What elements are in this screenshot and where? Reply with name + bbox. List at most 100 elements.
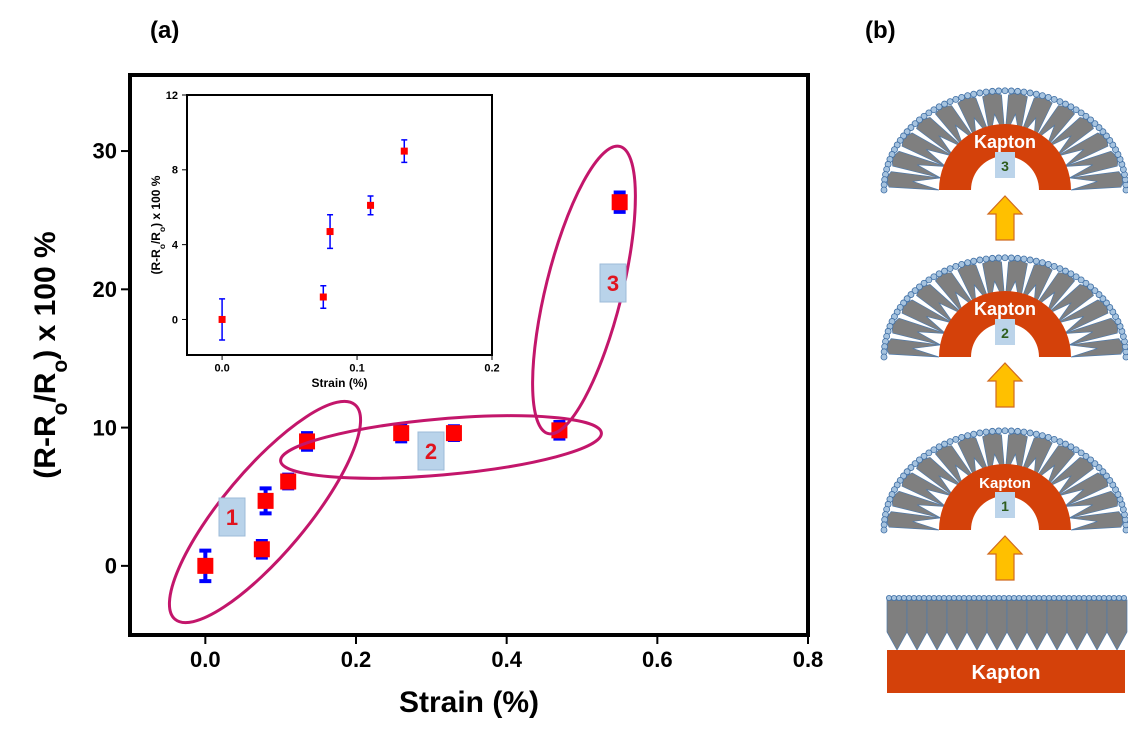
panel-label: (a) [150, 17, 179, 44]
diagram: Kapton 3 Kapton 2 Kapton 1 Kapton [880, 87, 1128, 693]
material-label: Kapton [974, 132, 1036, 152]
y-tick-label: 12 [166, 90, 178, 102]
coating-dot [920, 452, 928, 460]
coating-dot [1095, 464, 1103, 471]
coating-dot [976, 256, 984, 264]
coating-dot [1001, 254, 1009, 262]
coating-dot [911, 460, 919, 468]
particle [891, 490, 946, 519]
particle [1045, 284, 1094, 324]
y-tick-label: 10 [93, 415, 117, 440]
coating-dot [1007, 427, 1015, 435]
marker [367, 201, 375, 209]
y-tick-label: 20 [93, 277, 117, 302]
coating-dot [1011, 595, 1018, 602]
coating-dot [1001, 595, 1008, 602]
y-tick-label: 0 [105, 554, 117, 579]
particle [1004, 258, 1028, 305]
y-axis-label-part: /R [29, 372, 62, 402]
coating-dot [925, 109, 933, 117]
coating-dot [952, 435, 960, 443]
particle [934, 445, 977, 488]
coating-dot [935, 443, 943, 451]
substrate-arc [939, 464, 1071, 530]
coating-dot [1109, 308, 1117, 316]
coating-dot [1091, 287, 1099, 295]
coating-dot [1077, 109, 1085, 117]
particle [901, 472, 954, 507]
coating-dot [991, 595, 998, 602]
particle [1033, 445, 1076, 488]
coating-dot [1007, 254, 1015, 262]
coating-dot [926, 595, 933, 602]
particle [916, 117, 965, 157]
coating-dot [946, 98, 954, 105]
coating-dot [958, 93, 966, 101]
coating-dot [930, 106, 938, 114]
coating-dot [941, 440, 948, 448]
coating-dot [988, 427, 996, 435]
material-label: Kapton [979, 475, 1031, 492]
coating-dot [1067, 270, 1075, 278]
coating-dot [1036, 595, 1043, 602]
coating-dot [970, 257, 978, 265]
coating-dot [981, 595, 988, 602]
stage-box [995, 319, 1015, 345]
x-tick-label: 0.0 [214, 363, 229, 375]
coating-dot [1106, 303, 1114, 311]
particle [1069, 171, 1125, 191]
annotations: 1 2 3 [167, 144, 637, 625]
coating-dot [1087, 456, 1094, 464]
annotation-label: 1 [226, 505, 238, 530]
coating-dot [1091, 595, 1098, 602]
y-axis-label-part: (R-R [29, 415, 62, 479]
coating-dot [1032, 257, 1040, 265]
coating-dot [1032, 430, 1040, 438]
coating-dot [916, 456, 923, 464]
coating-dot [946, 595, 953, 602]
coating-dot [1020, 428, 1028, 436]
coating-dot [1061, 595, 1068, 602]
coating-dot [901, 595, 908, 602]
coating-dot [1062, 267, 1069, 275]
y-axis-label-part: (R-R [149, 249, 163, 275]
coating-dot [1026, 89, 1034, 97]
marker [319, 293, 327, 301]
coating-dot [966, 595, 973, 602]
marker [218, 315, 226, 323]
marker [197, 557, 214, 574]
marker [611, 194, 628, 211]
particle [982, 91, 1006, 138]
coating-dot [886, 595, 893, 602]
particle [901, 299, 954, 334]
coating-dot [1106, 136, 1114, 144]
panel-label: (b) [865, 17, 896, 44]
coating-dot [941, 267, 948, 275]
coating-dot [930, 446, 938, 454]
marker [400, 147, 408, 155]
coating-dot [1091, 120, 1099, 128]
particle [1004, 91, 1028, 138]
coating-dot [1038, 259, 1046, 267]
coating-dot [1095, 124, 1103, 131]
particle [1064, 150, 1119, 179]
x-tick-label: 0.8 [793, 647, 824, 672]
coating-dot [1014, 87, 1022, 95]
coating-dot [995, 427, 1003, 435]
y-axis-label-part: o [157, 227, 167, 232]
coating-dot [907, 291, 915, 298]
coating-dot [946, 265, 954, 272]
x-axis-label: Strain (%) [311, 376, 367, 390]
coating-dot [1020, 88, 1028, 96]
coating-dot [1031, 595, 1038, 602]
coating-dot [1046, 595, 1053, 602]
x-tick-label: 0.1 [349, 363, 364, 375]
particle [982, 258, 1006, 305]
particle [916, 457, 965, 497]
annotation-label: 2 [425, 439, 437, 464]
coating-dot [931, 595, 938, 602]
coating-dot [896, 136, 904, 144]
group-ellipse [279, 414, 603, 480]
coating-dot [911, 595, 918, 602]
coating-dot [903, 468, 911, 476]
